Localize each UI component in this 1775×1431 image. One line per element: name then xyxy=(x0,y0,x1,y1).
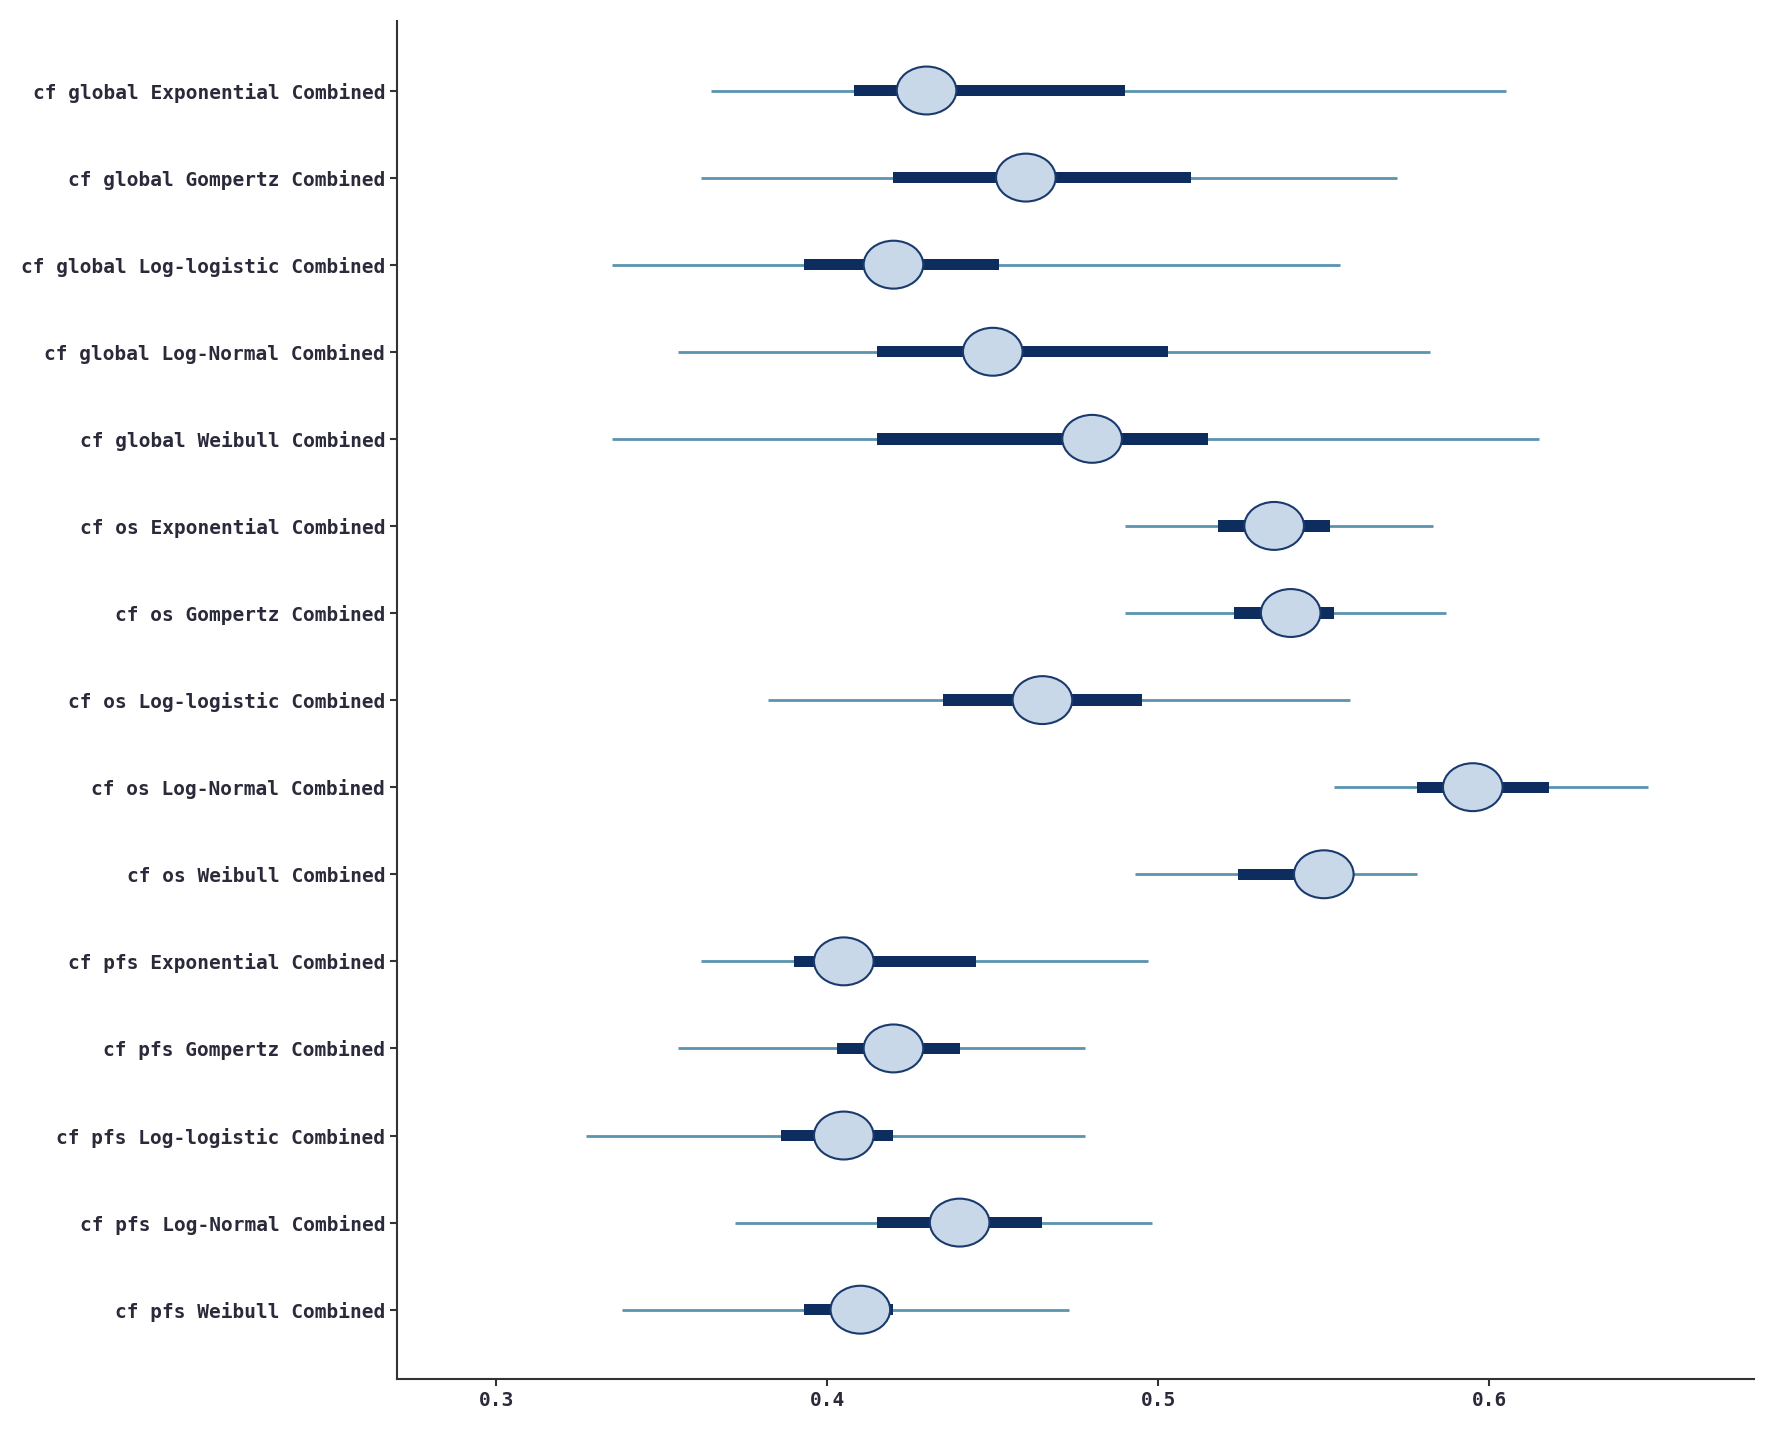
Ellipse shape xyxy=(1012,677,1072,724)
Bar xyxy=(877,346,1168,358)
Ellipse shape xyxy=(930,1199,989,1246)
Bar xyxy=(854,84,1125,96)
Ellipse shape xyxy=(1443,763,1503,811)
Ellipse shape xyxy=(864,1025,923,1072)
Ellipse shape xyxy=(896,67,957,114)
Ellipse shape xyxy=(964,328,1022,376)
Ellipse shape xyxy=(864,240,923,289)
Bar xyxy=(804,259,999,270)
Bar xyxy=(1416,781,1550,793)
Bar xyxy=(893,172,1191,183)
Bar xyxy=(793,956,976,967)
Bar xyxy=(1234,607,1333,618)
Bar xyxy=(1237,869,1333,880)
Ellipse shape xyxy=(1260,590,1321,637)
Bar xyxy=(877,1216,1042,1228)
Ellipse shape xyxy=(1244,502,1305,550)
Ellipse shape xyxy=(1061,415,1122,462)
Bar xyxy=(838,1043,960,1055)
Ellipse shape xyxy=(815,1112,873,1159)
Bar xyxy=(877,434,1209,445)
Bar xyxy=(1218,521,1331,531)
Ellipse shape xyxy=(1294,850,1354,899)
Bar xyxy=(943,694,1141,705)
Ellipse shape xyxy=(831,1285,889,1334)
Bar xyxy=(781,1130,893,1141)
Bar xyxy=(804,1304,893,1315)
Ellipse shape xyxy=(996,153,1056,202)
Ellipse shape xyxy=(815,937,873,986)
